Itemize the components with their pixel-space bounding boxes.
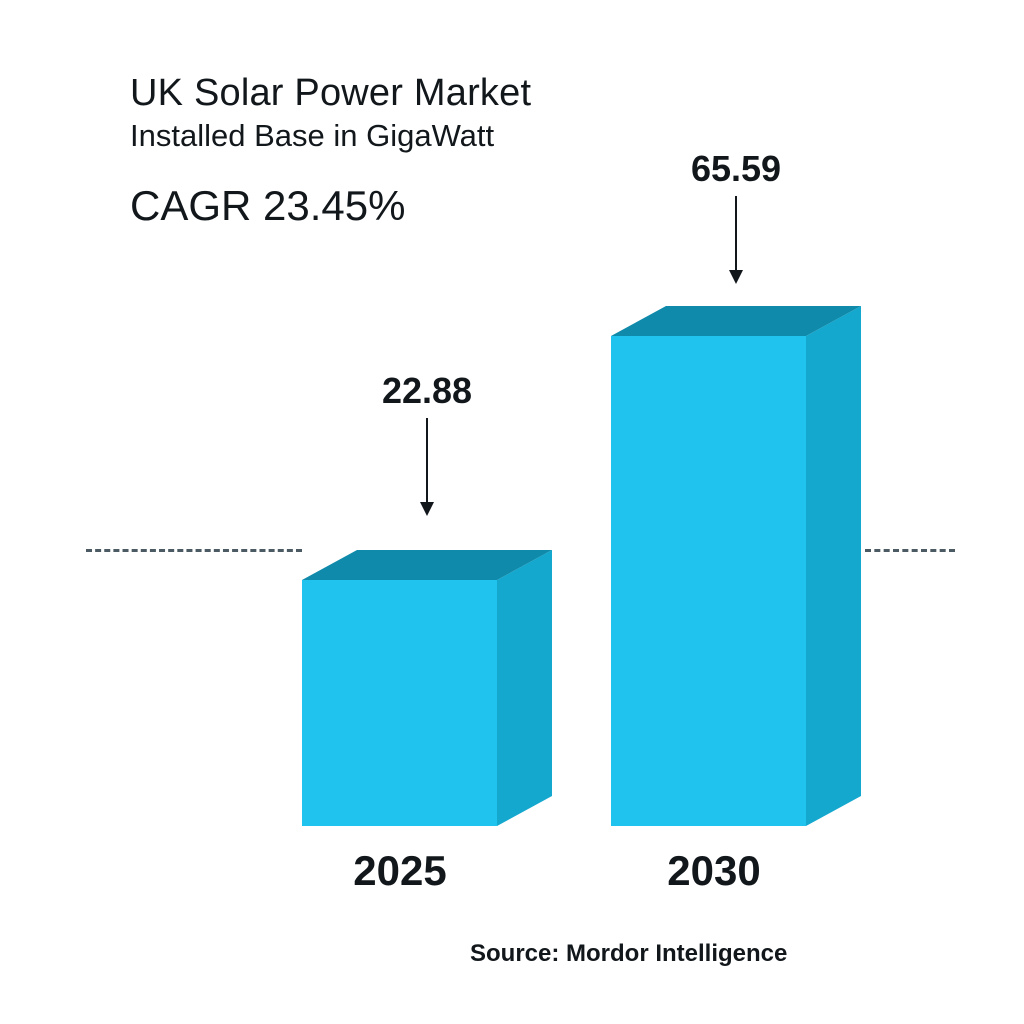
source-label: Source: Mordor Intelligence [470, 940, 787, 968]
bar-year-label: 2025 [300, 847, 500, 895]
reference-line [865, 549, 955, 552]
bar-2030 [611, 336, 861, 826]
bar-value-label: 22.88 [327, 370, 527, 412]
reference-line [86, 549, 302, 552]
bar-value-label: 65.59 [636, 148, 836, 190]
bar-side [806, 306, 861, 826]
bar-2025 [302, 580, 552, 826]
bar-chart: 22.88 2025 65.59 2030 [0, 0, 1024, 1024]
bar-front [302, 580, 497, 826]
arrow-down-icon [426, 418, 428, 514]
bar-year-label: 2030 [614, 847, 814, 895]
bar-side [497, 550, 552, 826]
infographic-canvas: UK Solar Power Market Installed Base in … [0, 0, 1024, 1024]
arrow-down-icon [735, 196, 737, 282]
bar-front [611, 336, 806, 826]
